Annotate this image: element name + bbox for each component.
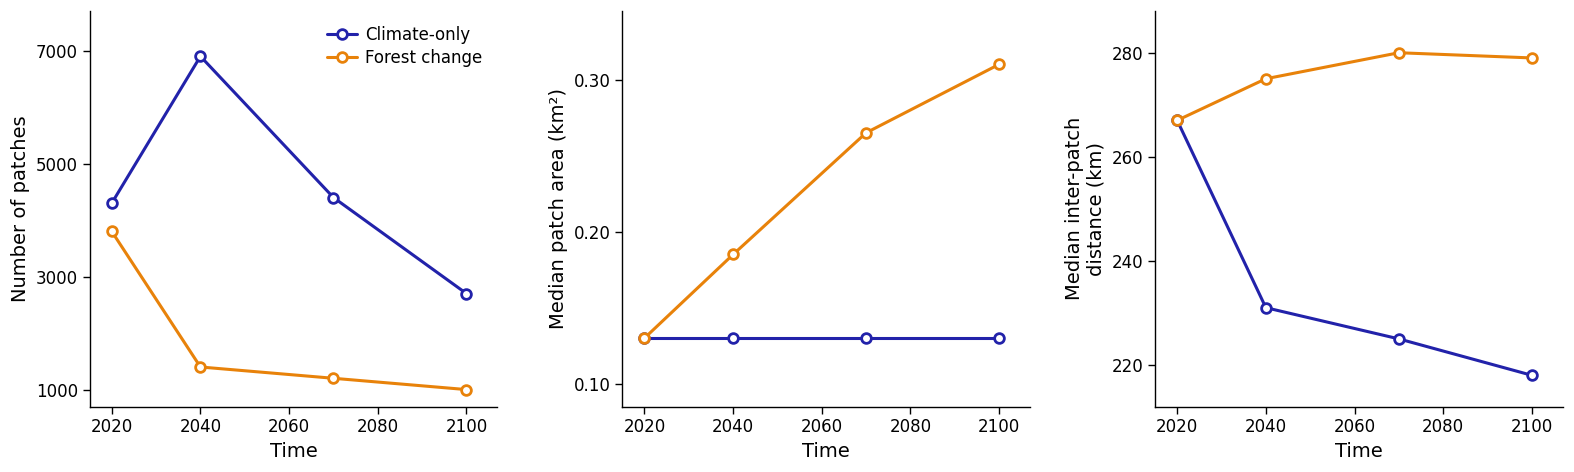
Y-axis label: Number of patches: Number of patches — [11, 116, 30, 302]
Legend: Climate-only, Forest change: Climate-only, Forest change — [320, 19, 490, 74]
Y-axis label: Median inter-patch
distance (km): Median inter-patch distance (km) — [1066, 117, 1107, 301]
X-axis label: Time: Time — [269, 442, 318, 461]
X-axis label: Time: Time — [1335, 442, 1384, 461]
X-axis label: Time: Time — [803, 442, 850, 461]
Y-axis label: Median patch area (km²): Median patch area (km²) — [549, 88, 568, 329]
